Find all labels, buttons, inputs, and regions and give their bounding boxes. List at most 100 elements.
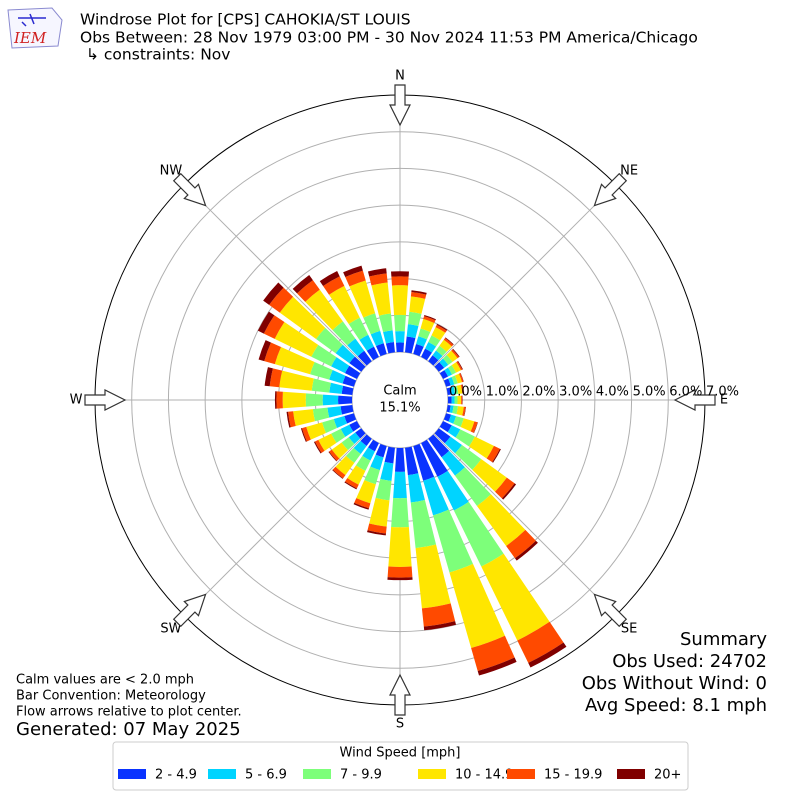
- legend-swatch: [617, 769, 645, 779]
- angular-grid-line: [183, 433, 367, 617]
- wind-bar-segment: [462, 406, 466, 416]
- logo-lines: [18, 13, 46, 27]
- wind-bar-segment: [310, 361, 333, 380]
- wind-bar-segment: [454, 395, 458, 405]
- wind-bar-segment: [415, 544, 451, 609]
- summary-title: Summary: [680, 629, 767, 650]
- wind-bar-segment: [416, 336, 427, 347]
- wind-bar-segment: [356, 480, 376, 504]
- wind-bar-segment: [442, 354, 453, 365]
- flow-arrow-shape: [172, 172, 207, 207]
- wind-bar-segment: [274, 322, 319, 357]
- legend-label: 2 - 4.9: [155, 768, 197, 783]
- wind-bar-segment: [360, 434, 372, 446]
- wind-bar-segment: [329, 449, 340, 461]
- direction-label: SE: [621, 622, 637, 637]
- r-tick-label: 4.0%: [596, 385, 629, 400]
- wind-bar-segment: [461, 395, 463, 405]
- wind-bar-segment: [316, 327, 343, 354]
- wind-bar-segment: [486, 445, 500, 463]
- wind-bar-segment: [406, 324, 419, 339]
- wind-bar-segment: [421, 439, 448, 477]
- wind-bar-segment: [342, 375, 357, 387]
- wind-bar-segment: [439, 339, 452, 352]
- polar-plot: N NE E SE S SW W NW 0.0% 1.0% 2.0% 3.0% 4.0% 5.0% 6.0%…: [70, 69, 739, 732]
- wind-bar-segment: [378, 313, 393, 333]
- wind-bar-segment: [452, 348, 460, 358]
- wind-bar-segment: [423, 476, 449, 516]
- wind-bar-segment: [471, 635, 515, 671]
- wind-bar-segment: [318, 433, 337, 451]
- wind-bar-segment: [439, 358, 449, 368]
- wind-bar-segment: [446, 387, 452, 395]
- wind-bar-segment: [258, 340, 271, 362]
- wind-bar-segment: [344, 365, 361, 379]
- wind-bar-segment: [263, 315, 285, 339]
- wind-bar-segment: [375, 478, 392, 501]
- angular-grid-line: [433, 183, 617, 367]
- wind-bar-segment: [457, 395, 462, 405]
- wind-bar-segment: [495, 477, 515, 499]
- r-tick-label: 1.0%: [486, 385, 519, 400]
- wind-bar-segment: [441, 450, 465, 476]
- wind-bar-segment: [264, 367, 273, 387]
- wind-bar-segment: [388, 526, 412, 567]
- wind-bar-segment: [517, 621, 564, 663]
- wind-bar-segment: [335, 455, 355, 476]
- wind-bar-segment: [344, 413, 357, 424]
- wind-bar-segment: [436, 323, 448, 331]
- wind-bar-segment: [445, 337, 454, 345]
- wind-bar-segment: [428, 434, 450, 458]
- wind-bar-segment: [473, 422, 478, 433]
- wind-bar-segment: [328, 451, 337, 462]
- note: Bar Convention: Meteorology: [16, 689, 206, 704]
- wind-bar-segment: [506, 529, 536, 559]
- summary-line: Avg Speed: 8.1 mph: [585, 695, 767, 716]
- wind-bar-segment: [345, 270, 366, 287]
- legend-label: 7 - 9.9: [340, 768, 382, 783]
- wind-bar-segment: [366, 346, 379, 361]
- wind-bar-segment: [472, 459, 507, 492]
- wind-bar-segment: [387, 577, 413, 581]
- wind-bar-segment: [411, 290, 427, 295]
- legend-label: 20+: [654, 768, 681, 783]
- wind-bar-segment: [413, 343, 424, 357]
- r-tick-label: 6.0%: [669, 385, 702, 400]
- direction-label: NE: [620, 163, 638, 178]
- wind-bar-segment: [444, 367, 453, 377]
- wind-bar-segment: [451, 362, 461, 373]
- flow-arrow-shape: [593, 172, 628, 207]
- direction-label: E: [720, 393, 728, 408]
- wind-bar-segment: [434, 428, 451, 444]
- flow-arrow: [673, 389, 716, 411]
- flow-arrow: [172, 593, 207, 628]
- wind-bar-segment: [264, 342, 282, 365]
- wind-bar-segment: [447, 425, 461, 438]
- wind-bar-segment: [444, 436, 463, 454]
- legend: 2 - 4.9 5 - 6.9 7 - 9.9 10 - 14.9 15 - 19.9 2…: [118, 768, 681, 783]
- wind-bar-segment: [335, 344, 355, 364]
- wind-bar-segment: [371, 282, 391, 316]
- wind-bar-segment: [311, 378, 331, 393]
- wind-bar-segment: [434, 362, 445, 372]
- wind-bar-segment: [353, 440, 367, 454]
- wind-bar-segment: [332, 466, 346, 479]
- wind-bar-segment: [269, 287, 294, 313]
- wind-bar-segment: [305, 289, 343, 331]
- flow-arrow: [389, 673, 411, 716]
- wind-bar-segment: [332, 321, 356, 346]
- wind-bar-segment: [409, 296, 426, 314]
- wind-bar-segment: [418, 328, 431, 340]
- wind-bar-segment: [452, 405, 458, 415]
- wind-bar-segment: [362, 447, 375, 461]
- wind-bar-segment: [449, 563, 505, 649]
- wind-bar-segment: [384, 446, 395, 464]
- wind-bar-segment: [425, 342, 437, 353]
- legend-box: [112, 741, 689, 791]
- wind-bar-segment: [348, 432, 361, 445]
- wind-bar-segment: [306, 422, 326, 440]
- wind-bar-segment: [367, 530, 386, 536]
- wind-bar-segment: [391, 271, 409, 277]
- wind-bar-segment: [311, 344, 337, 367]
- summary-line: Obs Used: 24702: [612, 651, 767, 672]
